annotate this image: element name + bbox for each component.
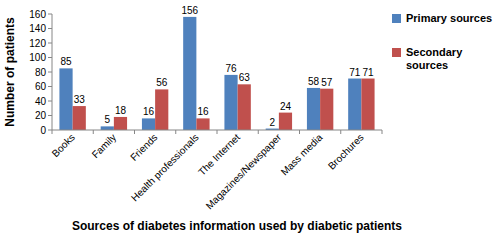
bar <box>196 118 209 130</box>
y-tick-label: 120 <box>29 38 46 49</box>
y-tick-label: 140 <box>29 23 46 34</box>
y-tick <box>48 115 52 116</box>
bar <box>59 68 72 130</box>
bar <box>155 89 168 130</box>
bar <box>101 126 114 130</box>
bar <box>142 118 155 130</box>
bar <box>238 84 251 130</box>
x-tick <box>299 130 300 134</box>
bar <box>307 88 320 130</box>
x-tick <box>52 130 53 134</box>
data-label: 76 <box>225 63 237 74</box>
x-tick-label: Magazines/Newspaper <box>204 131 284 211</box>
data-label: 56 <box>156 77 168 88</box>
data-label: 18 <box>115 105 127 116</box>
bar <box>361 79 374 130</box>
data-labels: 85 5 16 156 76 2 58 71 33 18 56 16 63 24 57 71 <box>60 5 374 128</box>
chart-container: 85 5 16 156 76 2 58 71 33 18 56 16 63 24 57 71 0 20 40 60 80… <box>0 0 500 239</box>
y-tick-label: 60 <box>35 81 47 92</box>
bar <box>183 17 196 130</box>
x-tick <box>134 130 135 134</box>
data-label: 16 <box>143 106 155 117</box>
y-tick <box>48 57 52 58</box>
data-label: 63 <box>239 72 251 83</box>
x-tick <box>340 130 341 134</box>
x-tick-label: Mass media <box>279 131 325 177</box>
chart-svg: 85 5 16 156 76 2 58 71 33 18 56 16 63 24 57 71 0 20 40 60 80… <box>0 0 500 239</box>
y-tick <box>48 43 52 44</box>
data-label: 156 <box>181 5 198 16</box>
data-label: 85 <box>60 56 72 67</box>
x-tick <box>217 130 218 134</box>
data-label: 33 <box>74 94 86 105</box>
bar <box>320 89 333 130</box>
y-tick <box>48 28 52 29</box>
data-label: 24 <box>280 101 292 112</box>
data-label: 57 <box>321 77 333 88</box>
y-tick <box>48 86 52 87</box>
data-label: 16 <box>197 106 209 117</box>
x-tick <box>382 130 383 134</box>
y-tick <box>48 72 52 73</box>
legend-swatch <box>392 14 401 23</box>
x-tick-label: Family <box>90 132 119 161</box>
y-tick-label: 80 <box>35 67 47 78</box>
bar <box>348 79 361 130</box>
legend-label: Secondarysources <box>406 46 463 71</box>
data-label: 2 <box>269 117 275 128</box>
bar <box>114 117 127 130</box>
bar <box>73 106 86 130</box>
data-label: 58 <box>308 76 320 87</box>
y-tick <box>48 130 52 131</box>
x-tick-label: Friends <box>128 132 159 163</box>
y-tick <box>48 101 52 102</box>
x-tick <box>175 130 176 134</box>
y-tick-label: 100 <box>29 52 46 63</box>
x-tick <box>93 130 94 134</box>
x-tick <box>258 130 259 134</box>
bars <box>59 17 374 130</box>
legend-label: Primary sources <box>406 12 492 24</box>
x-axis-title: Sources of diabetes information used by … <box>72 219 402 233</box>
y-tick-label: 0 <box>40 125 46 136</box>
x-tick-label: Books <box>50 132 77 159</box>
data-label: 71 <box>362 67 374 78</box>
data-label: 5 <box>104 114 110 125</box>
legend-swatch <box>392 48 401 57</box>
y-tick <box>48 14 52 15</box>
y-tick-label: 40 <box>35 96 47 107</box>
bar <box>279 113 292 130</box>
x-tick-label: Brochures <box>326 132 366 172</box>
y-axis-title: Number of patients <box>3 17 17 127</box>
y-tick-label: 20 <box>35 110 47 121</box>
x-tick-label: Health professionals <box>129 132 201 204</box>
y-tick-label: 160 <box>29 9 46 20</box>
bar <box>224 75 237 130</box>
data-label: 71 <box>349 67 361 78</box>
